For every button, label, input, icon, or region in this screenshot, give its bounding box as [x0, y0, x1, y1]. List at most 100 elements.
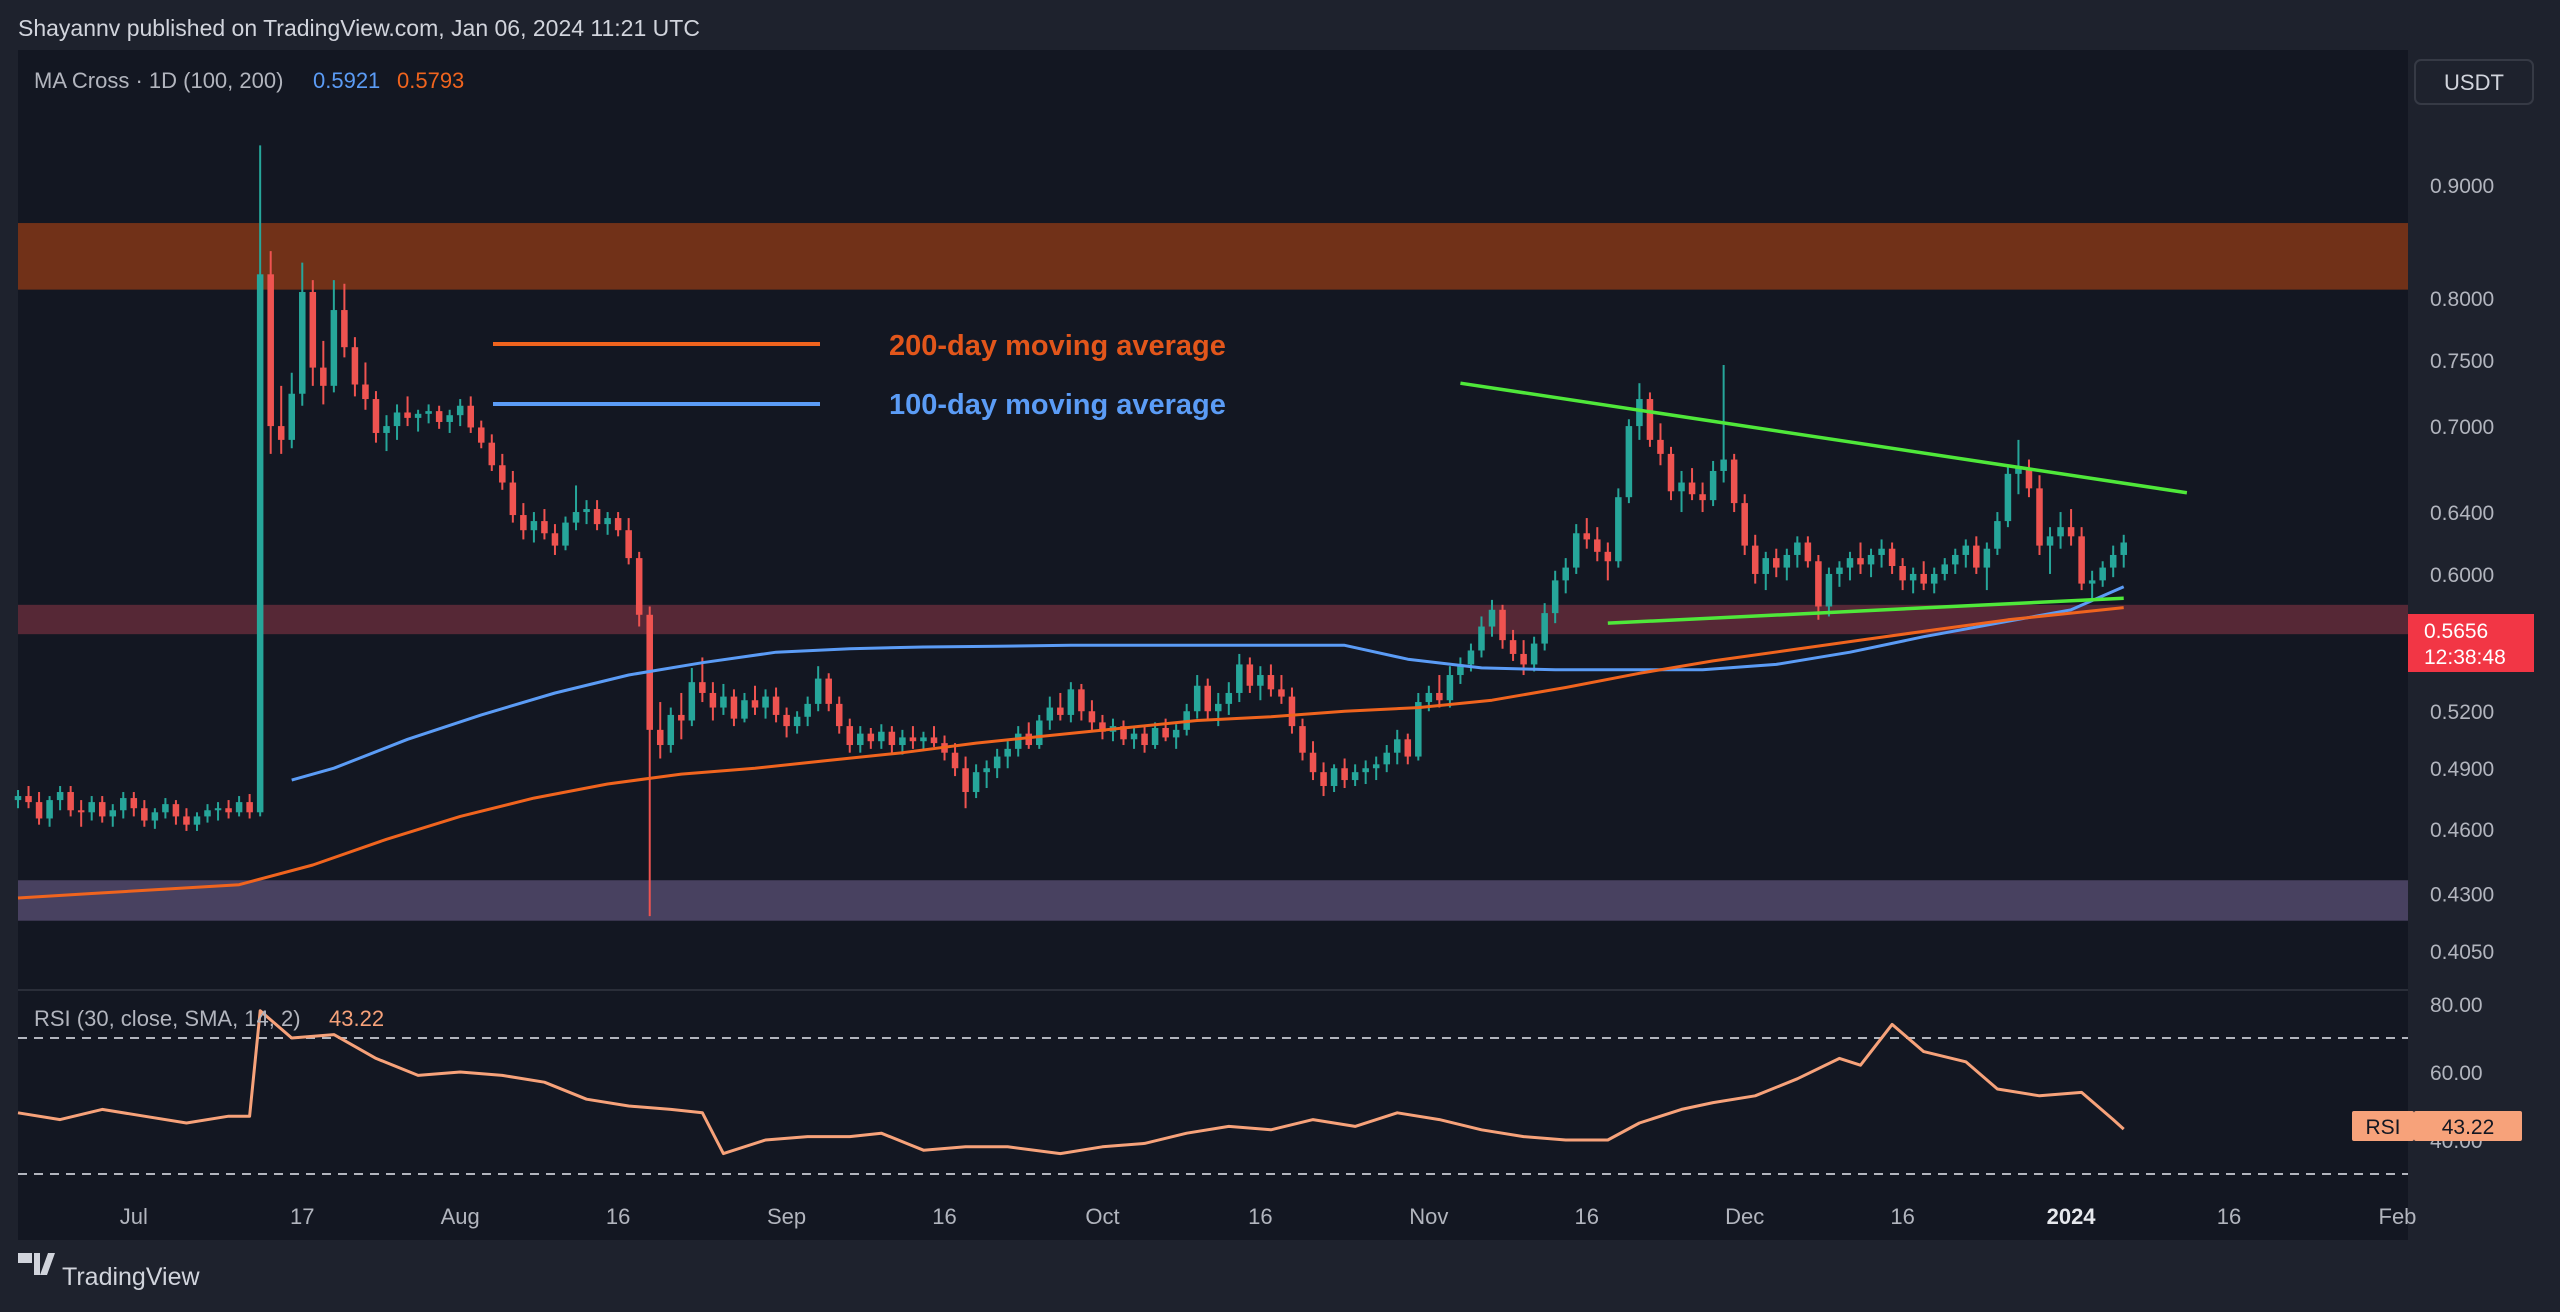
- descending-trendline: [1460, 381, 2188, 495]
- candle: [1393, 729, 1401, 765]
- candle: [614, 512, 622, 537]
- candle-body: [688, 682, 696, 721]
- price-axis[interactable]: 0.4050 0.4300 0.4600 0.4900 0.5200 0.6000 0.64…: [2430, 175, 2494, 964]
- candle-body: [741, 700, 748, 719]
- candle: [425, 404, 432, 424]
- candle: [1067, 682, 1075, 723]
- candle-body: [88, 802, 95, 813]
- time-tick-label: 2024: [2047, 1204, 2097, 1229]
- trendlines-layer: [1460, 381, 2188, 625]
- candle-body: [762, 696, 769, 708]
- tradingview-logo[interactable]: TradingView: [18, 1253, 201, 1291]
- candle-body: [246, 802, 253, 813]
- ma-indicator-label[interactable]: MA Cross · 1D (100, 200): [34, 68, 283, 93]
- time-axis[interactable]: Jul 17 Aug 16 Sep 16 Oct 16 Nov 16 Dec 16 2024 16 Feb: [120, 1204, 2417, 1229]
- candle: [1141, 726, 1148, 753]
- candle-body: [1172, 729, 1180, 738]
- candle-body: [793, 716, 801, 727]
- candle: [35, 792, 43, 825]
- candle: [751, 685, 759, 715]
- price-tick-label: 0.4600: [2430, 819, 2494, 842]
- candle: [1288, 687, 1296, 734]
- candle: [2109, 545, 2117, 578]
- rsi-tick-label: 60.00: [2430, 1062, 2483, 1085]
- candle: [362, 362, 369, 410]
- candle-body: [1909, 573, 1917, 581]
- currency-button[interactable]: [2414, 59, 2534, 105]
- candle: [2004, 465, 2012, 528]
- candle-body: [1088, 711, 1096, 723]
- candle: [267, 251, 274, 454]
- candle-body: [983, 768, 990, 773]
- candle-body: [67, 792, 74, 811]
- rsi-tick-label: 80.00: [2430, 994, 2483, 1017]
- tradingview-brand[interactable]: TradingView: [62, 1263, 201, 1291]
- last-price-badge: [2408, 614, 2534, 672]
- price-tick-label: 0.9000: [2430, 175, 2494, 198]
- candle: [1099, 714, 1106, 740]
- candle: [1741, 494, 1748, 555]
- candle-body: [2015, 468, 2022, 474]
- candle: [730, 689, 738, 727]
- ma-lines-layer: [17, 585, 2125, 900]
- candle-body: [1867, 554, 1875, 565]
- rsi-indicator-label[interactable]: RSI (30, close, SMA, 14, 2): [34, 1006, 301, 1031]
- candle: [1983, 542, 1991, 591]
- candle: [1362, 760, 1369, 785]
- candle: [983, 760, 990, 789]
- candle-body: [1604, 551, 1612, 562]
- candle: [341, 283, 348, 358]
- currency-button-label[interactable]: USDT: [2444, 70, 2504, 95]
- candle: [825, 673, 832, 712]
- candle: [1836, 561, 1843, 587]
- time-tick-label: Dec: [1725, 1204, 1764, 1229]
- candle-body: [1646, 399, 1654, 440]
- candle-body: [541, 521, 548, 534]
- candle-body: [1499, 609, 1506, 641]
- candle: [1204, 678, 1211, 719]
- candle-body: [2025, 468, 2033, 489]
- time-tick-label: Aug: [441, 1204, 480, 1229]
- candle: [299, 262, 306, 406]
- candle: [1625, 419, 1633, 504]
- candle-body: [509, 482, 517, 516]
- candle-body: [751, 700, 759, 708]
- candle: [741, 692, 748, 723]
- candle: [1446, 666, 1454, 708]
- candle-body: [1530, 643, 1538, 665]
- candle-body: [1615, 497, 1622, 562]
- candle: [583, 500, 590, 525]
- candle-body: [320, 367, 327, 386]
- candle: [1551, 570, 1559, 624]
- candle-body: [1257, 675, 1264, 686]
- candle-body: [404, 412, 411, 418]
- candle: [878, 724, 885, 749]
- candle: [1699, 482, 1706, 513]
- candle-body: [1004, 748, 1011, 757]
- candle-body: [2120, 542, 2127, 555]
- candle-body: [1730, 459, 1738, 504]
- candle: [1478, 616, 1485, 658]
- candle-body: [98, 802, 106, 817]
- candle: [393, 404, 401, 440]
- support-zone: [18, 604, 2408, 635]
- candle: [414, 409, 422, 432]
- price-tick-label: 0.6000: [2430, 564, 2494, 587]
- candle: [1857, 542, 1864, 574]
- candle: [530, 512, 538, 543]
- candle: [804, 696, 811, 727]
- candle: [67, 786, 74, 817]
- candle-body: [130, 798, 138, 809]
- candle-body: [772, 696, 780, 715]
- candle: [667, 707, 675, 753]
- time-tick-label: 16: [932, 1204, 956, 1229]
- candle-body: [56, 792, 64, 801]
- candle: [2025, 459, 2033, 498]
- candle-body: [1330, 768, 1338, 787]
- candle-body: [1478, 626, 1485, 651]
- time-tick-label: 16: [1890, 1204, 1914, 1229]
- candle-body: [77, 810, 85, 813]
- candle: [1404, 733, 1412, 765]
- candle-body: [583, 509, 590, 513]
